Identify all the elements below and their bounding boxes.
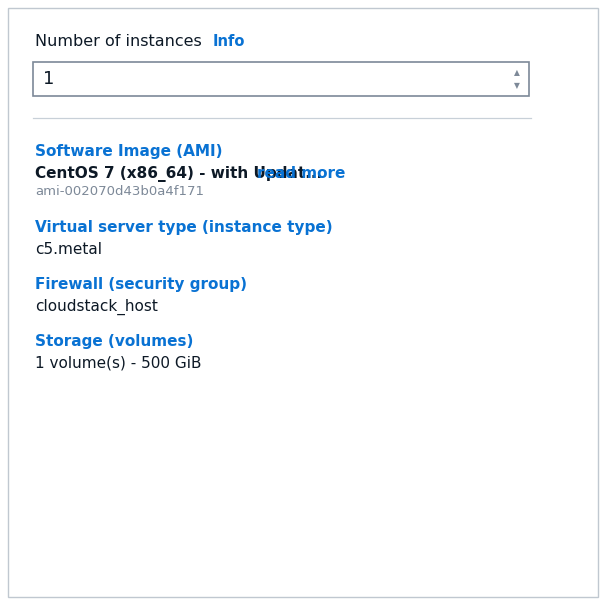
Text: 1 volume(s) - 500 GiB: 1 volume(s) - 500 GiB	[35, 356, 202, 371]
FancyBboxPatch shape	[33, 62, 529, 96]
Text: Software Image (AMI): Software Image (AMI)	[35, 144, 222, 159]
Text: Number of instances: Number of instances	[35, 34, 202, 50]
Text: ami-002070d43b0a4f171: ami-002070d43b0a4f171	[35, 185, 204, 198]
Text: c5.metal: c5.metal	[35, 242, 102, 257]
Text: 1: 1	[43, 70, 55, 88]
Text: ▼: ▼	[514, 81, 520, 90]
Text: ▲: ▲	[514, 68, 520, 77]
FancyBboxPatch shape	[8, 8, 598, 597]
Text: Firewall (security group): Firewall (security group)	[35, 277, 247, 292]
Text: Info: Info	[213, 34, 245, 50]
Text: read more: read more	[257, 166, 345, 181]
Text: cloudstack_host: cloudstack_host	[35, 299, 158, 315]
Text: Virtual server type (instance type): Virtual server type (instance type)	[35, 220, 333, 235]
Text: CentOS 7 (x86_64) - with Updat...: CentOS 7 (x86_64) - with Updat...	[35, 166, 322, 182]
Text: Storage (volumes): Storage (volumes)	[35, 334, 193, 349]
